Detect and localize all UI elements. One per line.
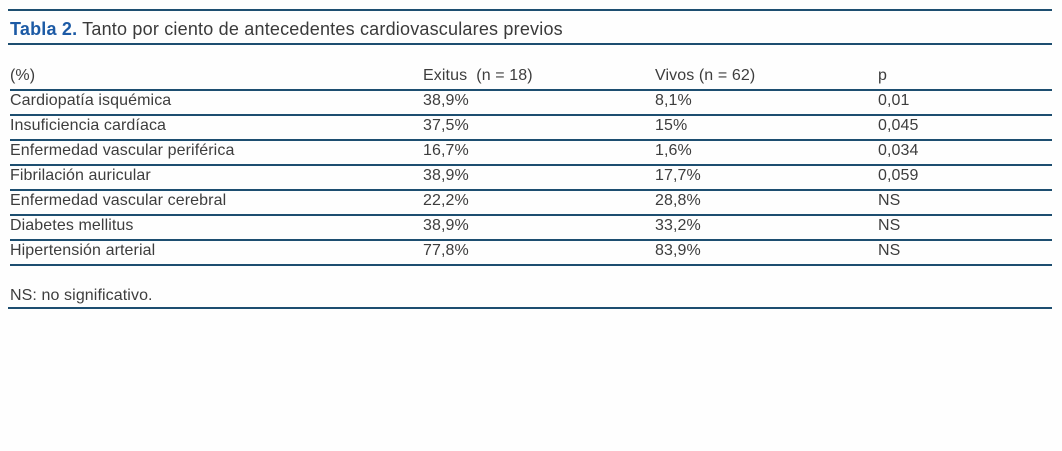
p-value: 0,045: [878, 115, 1052, 141]
row-label: Enfermedad vascular periférica: [10, 140, 423, 166]
vivos-value: 1,6%: [655, 140, 878, 166]
title-rule: [8, 43, 1052, 45]
row-label: Hipertensión arterial: [10, 240, 423, 266]
vivos-value: 83,9%: [655, 240, 878, 266]
vivos-value: 33,2%: [655, 215, 878, 241]
row-label: Fibrilación auricular: [10, 165, 423, 191]
exitus-value: 77,8%: [423, 240, 655, 266]
column-header-percent: (%): [10, 64, 423, 91]
antecedents-table: (%) Exitus (n = 18) Vivos (n = 62) p Car…: [10, 64, 1052, 266]
column-header-exitus: Exitus (n = 18): [423, 64, 655, 91]
table-row: Enfermedad vascular periférica 16,7% 1,6…: [10, 140, 1052, 166]
table-footnote: NS: no significativo.: [10, 287, 153, 304]
table-title-text: Tanto por ciento de antecedentes cardiov…: [77, 19, 563, 39]
p-value: NS: [878, 240, 1052, 266]
row-label: Diabetes mellitus: [10, 215, 423, 241]
exitus-value: 38,9%: [423, 165, 655, 191]
p-value: 0,059: [878, 165, 1052, 191]
table-row: Insuficiencia cardíaca 37,5% 15% 0,045: [10, 115, 1052, 141]
row-label: Cardiopatía isquémica: [10, 90, 423, 116]
p-value: NS: [878, 215, 1052, 241]
table-row: Hipertensión arterial 77,8% 83,9% NS: [10, 240, 1052, 266]
exitus-value: 37,5%: [423, 115, 655, 141]
table-row: Diabetes mellitus 38,9% 33,2% NS: [10, 215, 1052, 241]
exitus-value: 22,2%: [423, 190, 655, 216]
exitus-value: 38,9%: [423, 215, 655, 241]
vivos-value: 15%: [655, 115, 878, 141]
row-label: Insuficiencia cardíaca: [10, 115, 423, 141]
column-header-p: p: [878, 64, 1052, 91]
row-label: Enfermedad vascular cerebral: [10, 190, 423, 216]
vivos-value: 28,8%: [655, 190, 878, 216]
footnote-rule: [8, 307, 1052, 309]
table-row: Fibrilación auricular 38,9% 17,7% 0,059: [10, 165, 1052, 191]
column-header-vivos: Vivos (n = 62): [655, 64, 878, 91]
table-title: Tabla 2. Tanto por ciento de antecedente…: [10, 19, 563, 40]
p-value: 0,034: [878, 140, 1052, 166]
exitus-value: 16,7%: [423, 140, 655, 166]
table-row: Cardiopatía isquémica 38,9% 8,1% 0,01: [10, 90, 1052, 116]
vivos-value: 17,7%: [655, 165, 878, 191]
table-title-number: Tabla 2.: [10, 19, 78, 39]
top-rule: [8, 9, 1052, 11]
exitus-value: 38,9%: [423, 90, 655, 116]
p-value: 0,01: [878, 90, 1052, 116]
vivos-value: 8,1%: [655, 90, 878, 116]
p-value: NS: [878, 190, 1052, 216]
table-row: Enfermedad vascular cerebral 22,2% 28,8%…: [10, 190, 1052, 216]
table-header-row: (%) Exitus (n = 18) Vivos (n = 62) p: [10, 64, 1052, 91]
